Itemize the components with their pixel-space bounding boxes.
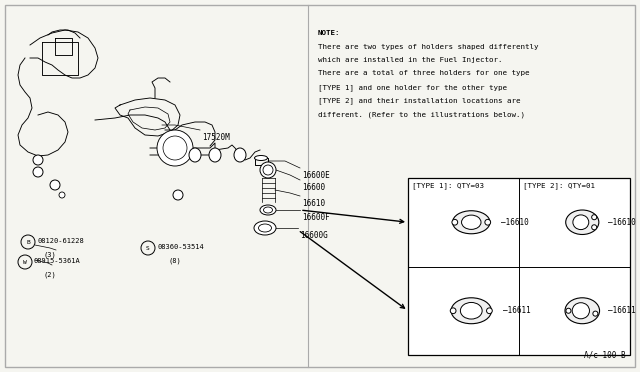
Text: 16600G: 16600G — [300, 231, 328, 240]
Circle shape — [485, 219, 491, 225]
Circle shape — [486, 308, 492, 314]
Ellipse shape — [573, 215, 589, 230]
Circle shape — [591, 225, 596, 230]
Text: 17520M: 17520M — [202, 133, 230, 142]
Circle shape — [263, 165, 273, 175]
Circle shape — [591, 215, 596, 220]
Text: S: S — [146, 246, 150, 250]
Text: [TYPE 2] and their installation locations are: [TYPE 2] and their installation location… — [318, 97, 520, 104]
Text: different. (Refer to the illustrations below.): different. (Refer to the illustrations b… — [318, 111, 525, 118]
Circle shape — [451, 308, 456, 314]
Circle shape — [33, 167, 43, 177]
Circle shape — [50, 180, 60, 190]
Ellipse shape — [572, 303, 589, 319]
Ellipse shape — [234, 148, 246, 162]
Circle shape — [452, 219, 458, 225]
Text: —16610: —16610 — [501, 218, 529, 227]
Text: 16610: 16610 — [302, 199, 325, 208]
Ellipse shape — [255, 155, 268, 160]
Circle shape — [173, 190, 183, 200]
Ellipse shape — [260, 205, 276, 215]
Circle shape — [260, 162, 276, 178]
Circle shape — [593, 311, 598, 316]
Ellipse shape — [460, 302, 482, 319]
Text: 08360-53514: 08360-53514 — [157, 244, 204, 250]
Text: 16600E: 16600E — [302, 171, 330, 180]
Text: There are a total of three holders for one type: There are a total of three holders for o… — [318, 71, 529, 77]
Text: [TYPE 1] and one holder for the other type: [TYPE 1] and one holder for the other ty… — [318, 84, 507, 91]
Text: [TYPE 1]: QTY=03: [TYPE 1]: QTY=03 — [412, 182, 484, 189]
Text: —16611: —16611 — [503, 306, 531, 315]
Text: [TYPE 2]: QTY=01: [TYPE 2]: QTY=01 — [523, 182, 595, 189]
Circle shape — [33, 155, 43, 165]
Text: W: W — [23, 260, 27, 264]
Ellipse shape — [452, 211, 490, 234]
Text: A/c 100 B: A/c 100 B — [584, 351, 626, 360]
Ellipse shape — [566, 210, 599, 234]
Circle shape — [163, 136, 187, 160]
Ellipse shape — [209, 148, 221, 162]
Text: 16600F: 16600F — [302, 213, 330, 222]
Ellipse shape — [259, 224, 271, 232]
Bar — [408, 178, 630, 355]
Ellipse shape — [461, 215, 481, 230]
Text: 08915-5361A: 08915-5361A — [34, 258, 81, 264]
Ellipse shape — [189, 148, 201, 162]
Text: (3): (3) — [44, 251, 56, 257]
Circle shape — [59, 192, 65, 198]
Text: —16611: —16611 — [608, 306, 636, 315]
Circle shape — [566, 308, 571, 313]
Ellipse shape — [565, 298, 600, 324]
Text: NOTE:: NOTE: — [318, 30, 340, 36]
Text: (2): (2) — [44, 271, 56, 278]
Ellipse shape — [254, 221, 276, 235]
Text: There are two types of holders shaped differently: There are two types of holders shaped di… — [318, 44, 538, 49]
Text: —16610: —16610 — [608, 218, 636, 227]
Text: B: B — [26, 240, 30, 244]
Ellipse shape — [264, 207, 273, 213]
Text: 16600: 16600 — [302, 183, 325, 192]
Ellipse shape — [451, 298, 492, 324]
Text: which are installed in the Fuel Injector.: which are installed in the Fuel Injector… — [318, 57, 502, 63]
Text: 08120-61228: 08120-61228 — [37, 238, 84, 244]
Text: (8): (8) — [168, 257, 181, 263]
Circle shape — [157, 130, 193, 166]
